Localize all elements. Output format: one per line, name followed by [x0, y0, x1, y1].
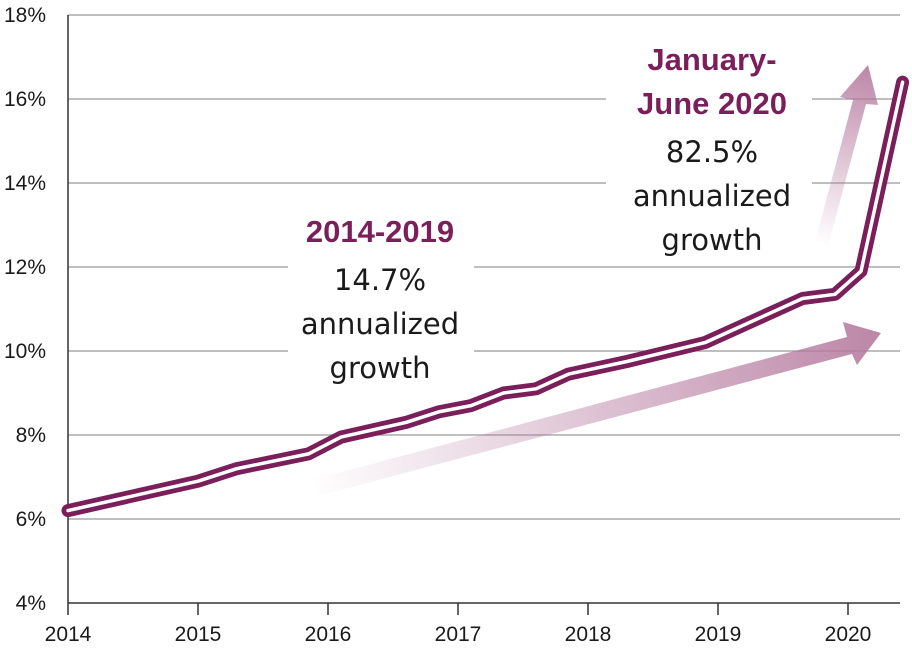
annotation-2014-2019-title: 2014-2019 [306, 214, 454, 249]
annotation-2020: January- June 2020 82.5% annualized grow… [606, 36, 812, 257]
annotation-2020-backdrop [606, 36, 812, 256]
annotation-2014-2019: 2014-2019 14.7% annualized growth [288, 205, 474, 393]
annotation-2020-line: annualized [633, 179, 791, 213]
x-tick-label: 2017 [435, 623, 482, 646]
gridlines [68, 14, 900, 520]
annotation-2014-2019-backdrop [288, 205, 474, 393]
annotation-2014-2019-line: growth [330, 351, 431, 385]
annotation-2014-2019-line: annualized [301, 307, 459, 341]
x-tick-label: 2020 [825, 623, 872, 646]
x-tick-label: 2018 [565, 623, 612, 646]
y-axis-ticks: 4% 6% 8% 10% 12% 14% 16% 18% [4, 4, 46, 615]
x-tick-label: 2019 [695, 623, 742, 646]
series-layer [61, 75, 910, 518]
y-tick-label: 18% [4, 4, 46, 27]
x-tick-label: 2014 [45, 623, 92, 646]
y-tick-label: 10% [4, 340, 46, 363]
trend-arrow-2020 [815, 65, 878, 246]
annotation-2014-2019-line: 14.7% [334, 263, 426, 297]
annotation-2020-line: growth [662, 223, 763, 257]
trend-arrow-2014-2019 [312, 322, 881, 496]
y-tick-label: 6% [16, 508, 46, 531]
y-tick-label: 4% [16, 592, 46, 615]
x-axis-ticks: 2014 2015 2016 2017 2018 2019 2020 [45, 603, 872, 646]
series-line-inner [66, 80, 905, 513]
annotation-2020-title: June 2020 [637, 86, 787, 121]
x-tick-label: 2015 [175, 623, 222, 646]
annotation-2020-title: January- [647, 42, 776, 77]
y-tick-label: 16% [4, 88, 46, 111]
annotation-2020-line: 82.5% [666, 135, 758, 169]
y-tick-label: 14% [4, 172, 46, 195]
x-tick-label: 2016 [305, 623, 352, 646]
y-tick-label: 8% [16, 424, 46, 447]
y-tick-label: 12% [4, 256, 46, 279]
